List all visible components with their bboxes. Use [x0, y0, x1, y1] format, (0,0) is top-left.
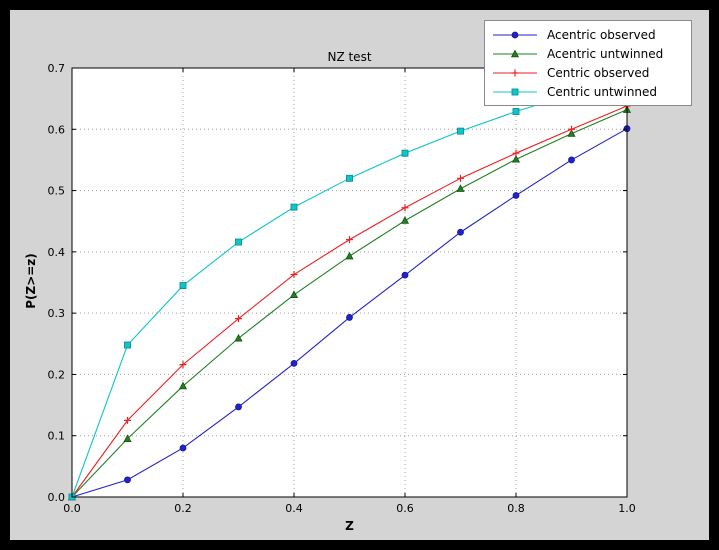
marker-triangle [178, 381, 188, 390]
legend-sample-triangle-icon [493, 49, 537, 57]
y-tick-label: 0.3 [48, 307, 66, 320]
legend-marker-circle-icon [511, 31, 519, 38]
legend-entry: Acentric untwinned [491, 44, 685, 63]
marker-triangle [567, 129, 576, 137]
marker-triangle [345, 251, 354, 260]
legend-sample-circle-icon [493, 31, 537, 38]
marker-square [179, 282, 187, 290]
y-tick-label: 0.0 [48, 491, 66, 504]
y-tick-label: 0.6 [48, 123, 66, 136]
y-tick-label: 0.1 [48, 430, 66, 443]
legend-marker-triangle-icon [510, 49, 520, 57]
marker-plus [179, 361, 187, 369]
legend-label: Centric observed [547, 65, 650, 80]
legend-entry: Centric untwinned [491, 82, 685, 101]
x-tick-label: 0.8 [507, 502, 525, 515]
marker-square [457, 127, 464, 135]
legend-marker-square-icon [511, 88, 519, 95]
marker-triangle [123, 434, 132, 442]
legend-marker-plus-icon [511, 69, 519, 76]
marker-square [512, 108, 520, 115]
x-axis-label: Z [345, 519, 354, 533]
marker-plus [457, 174, 464, 182]
legend-label: Acentric observed [547, 27, 656, 42]
marker-triangle [456, 184, 465, 192]
marker-circle [235, 403, 242, 411]
chart-title: NZ test [327, 50, 372, 64]
legend-box: Acentric observed Acentric untwinned Centr… [484, 20, 692, 106]
axes-frame [71, 67, 628, 498]
legend-sample-plus-icon [493, 69, 537, 76]
legend-label: Centric untwinned [547, 84, 658, 99]
marker-square [401, 149, 409, 157]
marker-plus [235, 315, 242, 323]
legend-entry: Acentric observed [491, 25, 685, 44]
marker-plus [568, 125, 575, 133]
legend-entry: Centric observed [491, 63, 685, 82]
marker-plus [401, 204, 409, 212]
marker-square [235, 238, 242, 246]
marker-triangle [289, 290, 299, 298]
legend-sample-square-icon [493, 88, 537, 95]
marker-circle [124, 476, 131, 484]
marker-circle [568, 156, 575, 164]
x-tick-label: 0.6 [396, 502, 414, 515]
x-tick-label: 0.4 [285, 502, 303, 515]
marker-plus [290, 271, 298, 279]
y-tick-label: 0.7 [48, 62, 66, 75]
marker-triangle [400, 216, 410, 224]
marker-triangle [234, 333, 243, 342]
marker-plus [346, 236, 353, 244]
x-tick-label: 0.2 [174, 502, 192, 515]
marker-circle [512, 192, 520, 199]
marker-triangle [511, 154, 521, 163]
marker-circle [179, 444, 187, 452]
marker-square [290, 203, 298, 211]
y-axis-label: P(Z>=z) [24, 253, 38, 309]
marker-circle [457, 228, 464, 236]
marker-circle [346, 314, 353, 321]
marker-square [346, 174, 353, 182]
x-tick-label: 0.0 [63, 502, 81, 515]
x-tick-label: 1.0 [618, 502, 636, 515]
marker-plus [512, 149, 520, 157]
marker-circle [401, 271, 409, 279]
y-tick-label: 0.2 [48, 368, 66, 381]
legend-label: Acentric untwinned [547, 46, 664, 61]
marker-square [124, 341, 131, 349]
marker-plus [124, 416, 131, 424]
y-tick-label: 0.4 [48, 246, 66, 259]
plot-area [72, 68, 627, 497]
y-tick-label: 0.5 [48, 185, 66, 198]
marker-circle [290, 359, 298, 367]
